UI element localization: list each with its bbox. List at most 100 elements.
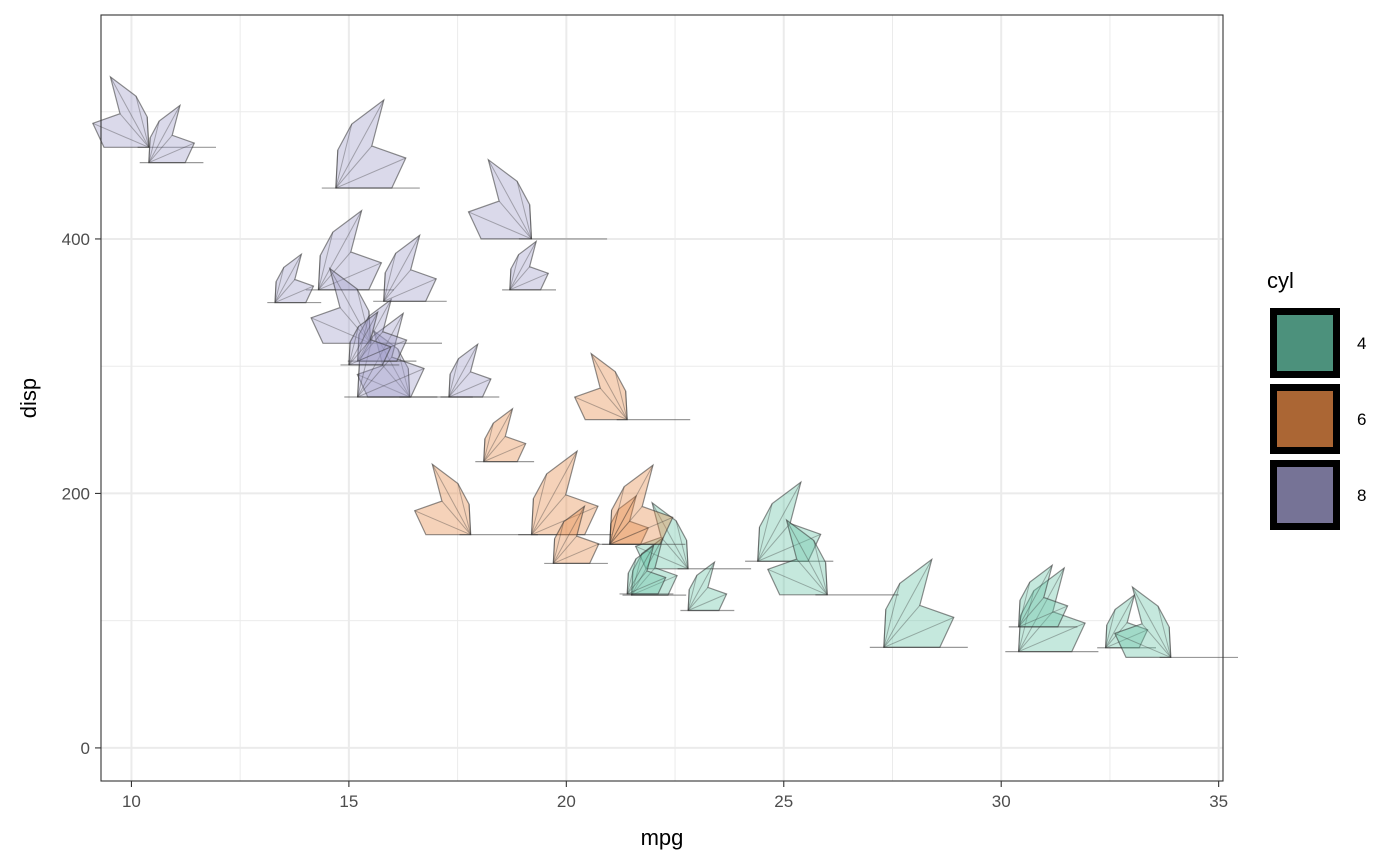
glyph-spoke — [274, 281, 277, 303]
glyph-spoke — [329, 268, 372, 344]
glyph-spoke — [1018, 615, 1021, 652]
glyph-spoke — [609, 516, 673, 545]
glyph-spoke — [383, 253, 397, 302]
glyph-polygon — [626, 544, 667, 595]
glyph-polygon — [310, 266, 372, 344]
panel-background — [101, 15, 1223, 781]
glyph-spoke — [318, 251, 352, 291]
glyph-cyl-6 — [544, 504, 608, 565]
glyph-spoke — [448, 343, 479, 398]
glyph-spoke — [1018, 567, 1065, 652]
x-axis: 10 15 20 25 30 35 — [122, 781, 1228, 811]
glyph-spoke — [1105, 624, 1108, 648]
glyph-spoke — [357, 313, 404, 398]
glyph-cyl-8 — [139, 103, 204, 164]
glyph-spoke — [1018, 605, 1068, 628]
glyph-spoke — [1018, 590, 1035, 652]
glyph-spoke — [626, 558, 637, 595]
y-tick-label: 400 — [62, 230, 90, 249]
glyph-spoke — [796, 558, 828, 596]
glyph-spoke — [883, 559, 933, 648]
glyph-spoke — [357, 334, 360, 362]
glyph-spoke — [335, 157, 406, 189]
glyph-spoke — [687, 589, 690, 611]
glyph-polygon — [573, 352, 628, 421]
glyph-cyl-4 — [680, 560, 735, 612]
glyph-spoke — [609, 495, 637, 545]
glyph-spoke — [686, 540, 689, 569]
glyph-spoke — [1131, 586, 1172, 658]
glyph-spoke — [1018, 600, 1021, 627]
glyph-polygon — [335, 98, 407, 189]
glyph-spoke — [348, 339, 371, 366]
glyph-spoke — [531, 498, 534, 535]
glyph-polygon — [530, 449, 599, 536]
glyph-spoke — [448, 374, 451, 398]
x-tick-label: 10 — [122, 792, 141, 811]
glyph-spoke — [1141, 623, 1172, 658]
data-marks — [91, 75, 1238, 659]
legend-title: cyl — [1267, 268, 1294, 293]
glyph-polygon — [383, 233, 438, 302]
glyph-spoke — [457, 483, 472, 535]
glyph-spoke — [441, 500, 472, 535]
glyph-spoke — [483, 408, 513, 462]
glyph-cyl-8 — [321, 98, 420, 189]
glyph-spoke — [448, 378, 492, 398]
glyph-spoke — [483, 423, 494, 462]
y-axis-title: disp — [16, 378, 41, 418]
glyph-spoke — [813, 540, 828, 595]
glyph-spoke — [531, 473, 548, 535]
glyph-spoke — [448, 371, 471, 398]
x-tick-label: 20 — [557, 792, 576, 811]
glyph-spoke — [274, 253, 302, 303]
glyph-spoke — [687, 575, 698, 611]
glyph-spoke — [609, 506, 643, 545]
glyph-spoke — [1105, 594, 1135, 649]
glyph-spoke — [483, 438, 486, 462]
glyph-spoke — [883, 609, 887, 648]
glyph-cyl-4 — [1097, 593, 1156, 649]
glyph-spoke — [357, 299, 392, 362]
glyph-spoke — [627, 577, 666, 595]
glyph-polygon — [609, 463, 674, 545]
glyph-spoke — [357, 336, 374, 398]
glyph-spoke — [825, 562, 828, 595]
glyph-cyl-8 — [373, 233, 447, 302]
glyph-spoke — [468, 504, 472, 535]
glyph-spoke — [609, 510, 613, 545]
glyph-spoke — [397, 348, 411, 398]
glyph-spoke — [357, 368, 425, 398]
legend-key-4: 4 — [1270, 308, 1366, 378]
glyph-polygon — [1104, 593, 1149, 649]
legend-keys: 4 6 8 — [1270, 308, 1366, 530]
glyph-spoke — [383, 269, 412, 302]
glyph-spoke — [1114, 632, 1172, 658]
glyph-spoke — [274, 267, 285, 303]
glyph-spoke — [148, 137, 151, 163]
glyph-cyl-4 — [869, 557, 968, 649]
glyph-spoke — [348, 311, 379, 366]
glyph-polygon — [483, 407, 527, 463]
glyph-spoke — [317, 255, 321, 290]
glyph-spoke — [509, 241, 537, 291]
glyph-polygon — [766, 518, 828, 596]
glyph-spoke — [318, 262, 382, 291]
legend-key-8: 8 — [1270, 460, 1366, 530]
glyph-cyl-8 — [340, 310, 400, 366]
glyph-cyl-4 — [619, 544, 674, 595]
glyph-spoke — [357, 339, 407, 362]
glyph-spoke — [883, 605, 921, 648]
panel-border — [100, 14, 1224, 782]
glyph-cyl-8 — [305, 209, 394, 291]
glyph-spoke — [626, 570, 648, 595]
glyph-spoke — [348, 326, 359, 366]
glyph-polygon — [630, 536, 678, 596]
glyph-cyl-8 — [502, 239, 556, 291]
legend-key-fill — [1277, 315, 1333, 371]
glyph-spoke — [1018, 622, 1086, 653]
glyph-spoke — [318, 210, 363, 291]
glyph-cyl-6 — [597, 463, 686, 545]
glyph-cyl-8 — [344, 311, 438, 398]
